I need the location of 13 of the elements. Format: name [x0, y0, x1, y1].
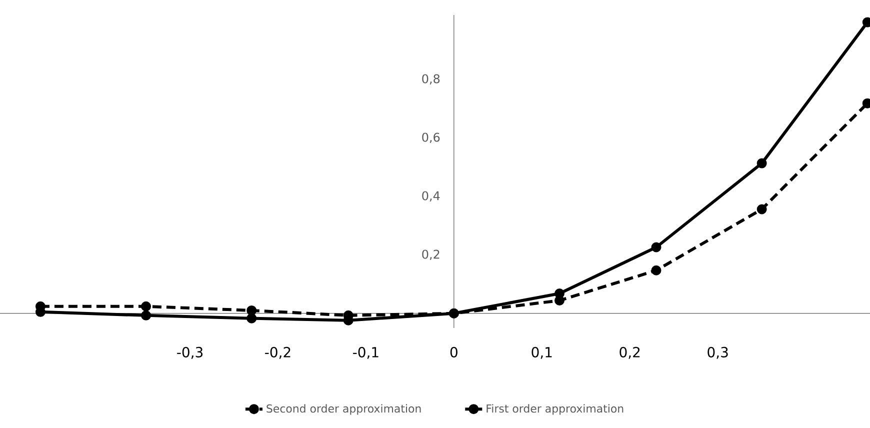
legend-label: Second order approximation [266, 404, 421, 415]
x-tick-label: 0,3 [708, 346, 728, 359]
legend-label: First order approximation [486, 404, 624, 415]
x-tick-label: -0,1 [353, 346, 378, 359]
y-tick-label: 0,2 [422, 250, 440, 260]
x-tick-label: -0,3 [177, 346, 203, 359]
y-tick-label: 0,6 [422, 132, 440, 143]
x-tick-label: 0,2 [620, 346, 640, 359]
y-tick-label: 0,8 [422, 74, 440, 84]
x-tick-label: -0,2 [265, 346, 290, 359]
x-tick-label: 0 [450, 346, 458, 358]
y-tick-label: 0,4 [422, 191, 440, 202]
x-tick-label: 0,1 [532, 346, 552, 359]
